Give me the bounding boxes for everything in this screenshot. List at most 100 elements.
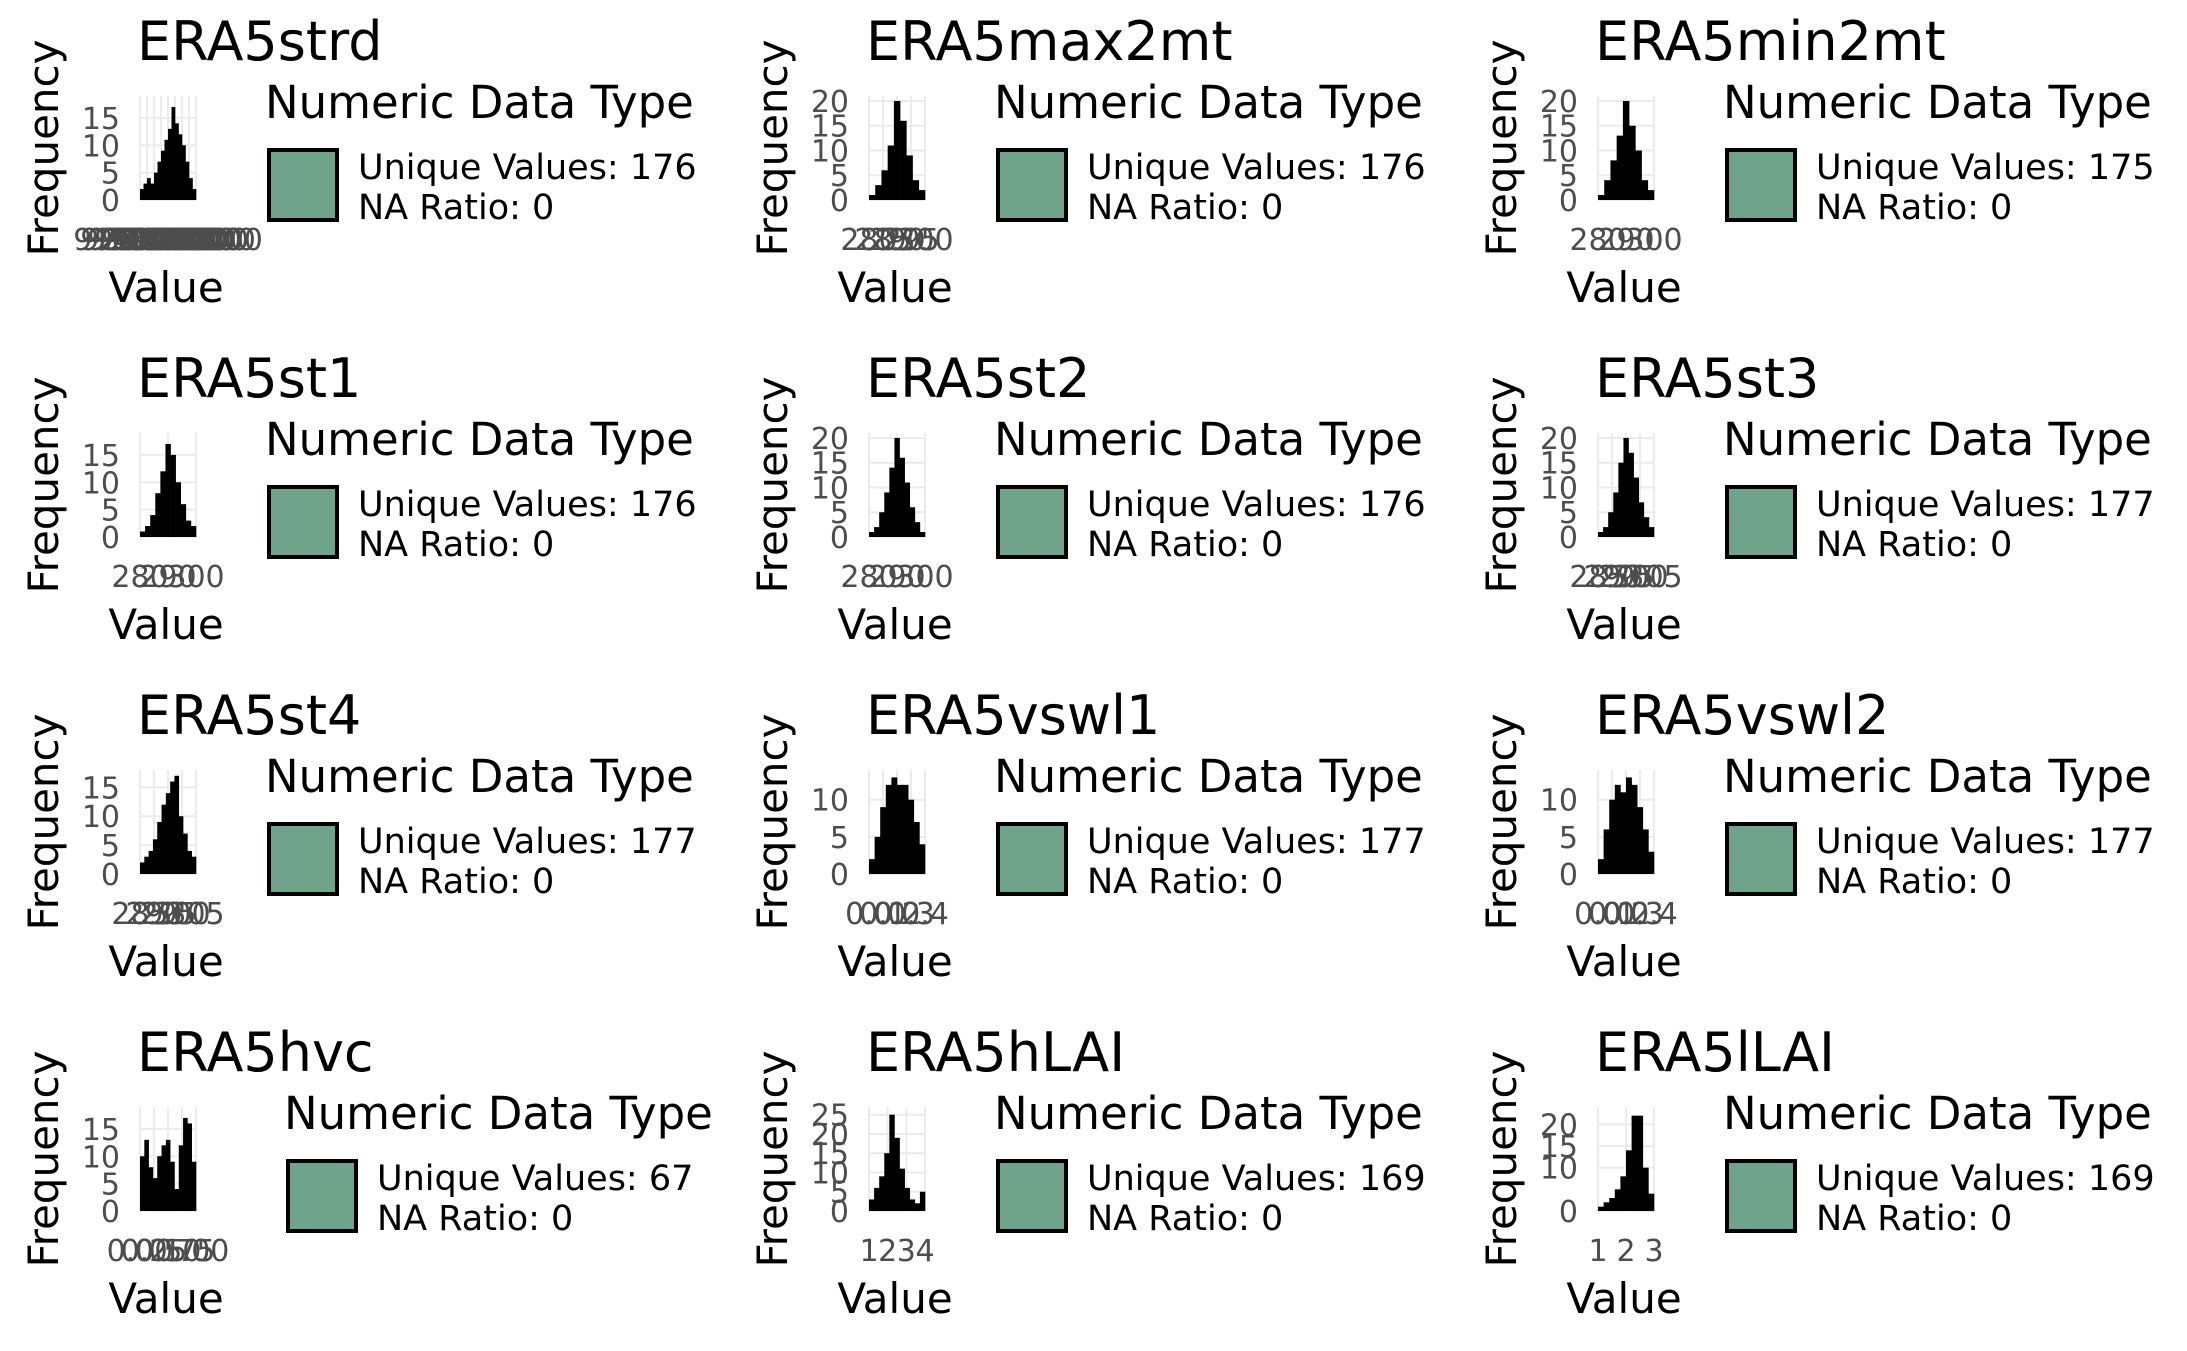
y-tick-label: 10 [811,471,849,506]
histogram-bar [140,862,145,874]
y-tick-label: 0 [101,521,120,556]
legend-title: Numeric Data Type [1723,750,2152,803]
legend: Numeric Data Type Unique Values: 176 NA Ra… [265,66,725,228]
legend-na-ratio: NA Ratio: 0 [1816,525,2013,565]
histogram-bar [906,155,913,200]
legend-unique-values: Unique Values: 177 [1087,822,1426,862]
histogram-bar [1631,1115,1638,1211]
histogram-bar [150,183,155,200]
x-tick-label: 0.75 [149,1234,216,1269]
legend-unique-values: Unique Values: 177 [1816,485,2155,525]
histogram-panel-ERA5lLAI: ERA5lLAI Frequency Value 0 10 15 20 1 2 3 Numeric … [1458,1011,2187,1348]
legend-unique-values: Unique Values: 175 [1816,148,2155,188]
y-axis-label: Frequency [1477,377,1526,594]
histogram-bar [1648,851,1655,874]
y-tick-label: 10 [82,1140,120,1175]
legend-unique-values: Unique Values: 177 [358,822,697,862]
y-tick-label: 0 [101,184,120,219]
y-tick-label: 10 [811,784,849,819]
histogram-bar [175,123,179,200]
y-tick-label: 15 [811,110,849,145]
histogram-bar [192,189,197,200]
histogram-panel-ERA5st3: ERA5st3 Frequency Value 0 5 10 15 20 285 290 295 30… [1458,337,2187,674]
histogram-panel-ERA5st2: ERA5st2 Frequency Value 0 5 10 15 20 280 290 300 Nu… [729,337,1458,674]
y-tick-label: 5 [101,1168,120,1203]
legend-na-ratio: NA Ratio: 0 [358,862,555,902]
legend-swatch [996,1159,1068,1233]
x-tick-label: 9500000 [101,223,235,258]
x-tick-label: 0.3 [1616,897,1664,932]
legend-title: Numeric Data Type [265,413,694,466]
histogram-bar [178,816,184,874]
histogram-bar [1626,777,1632,874]
y-axis-label: Frequency [748,1051,797,1268]
y-tick-label: 15 [1540,1130,1578,1165]
legend-swatch [996,148,1068,222]
y-tick-label: 5 [830,1176,849,1211]
histogram-bar [1641,180,1649,200]
x-tick-label: 300 [1611,560,1668,595]
histogram-bar [1626,1150,1632,1211]
legend-na-ratio: NA Ratio: 0 [358,525,555,565]
histogram-panel-ERA5strd: ERA5strd Frequency Value 0 5 10 15 9100000 92000… [0,0,729,337]
histogram-bar [1616,135,1624,200]
panel-title: ERA5min2mt [1595,10,1946,73]
y-axis-label: Frequency [748,377,797,594]
legend: Numeric Data Type Unique Values: 176 NA Ra… [994,66,1454,228]
histogram-bar [900,120,907,200]
histogram-bar [912,180,920,200]
histogram-bar [875,185,882,200]
legend-title: Numeric Data Type [265,750,694,803]
histogram-bar [161,804,167,874]
histogram-panel-ERA5max2mt: ERA5max2mt Frequency Value 0 5 10 15 20 280 285 29… [729,0,1458,337]
y-axis-label: Frequency [748,40,797,257]
histogram-bar [869,532,875,537]
legend: Numeric Data Type Unique Values: 175 NA Ra… [1723,66,2183,228]
histogram-bar [144,856,149,874]
histogram-panel-ERA5st1: ERA5st1 Frequency Value 0 5 10 15 280 290 300 Nume… [0,337,729,674]
histogram-bar [185,161,190,200]
legend-swatch [267,822,339,896]
histogram-bar [1648,1193,1655,1211]
y-tick-label: 20 [1540,1108,1578,1143]
legend-title: Numeric Data Type [265,76,694,129]
legend-unique-values: Unique Values: 176 [1087,485,1426,525]
y-tick-label: 5 [1559,496,1578,531]
histogram-bar [152,1178,158,1211]
x-axis-label: Value [1566,263,1681,312]
legend-na-ratio: NA Ratio: 0 [1087,525,1284,565]
histogram-bar [1622,100,1630,200]
legend-unique-values: Unique Values: 169 [1087,1159,1426,1199]
legend: Numeric Data Type Unique Values: 169 NA Ra… [994,1077,1454,1239]
y-axis-label: Frequency [19,40,68,257]
y-axis-label: Frequency [1477,1051,1526,1268]
histogram-bar [874,527,880,537]
x-tick-label: 0.4 [901,897,949,932]
legend: Numeric Data Type Unique Values: 177 NA Ra… [994,740,1454,902]
histogram-bar [164,139,169,200]
histogram-bar [1609,799,1616,874]
histogram-bar [909,1199,916,1211]
histogram-panel-ERA5st4: ERA5st4 Frequency Value 0 5 10 15 285 290 295 300 3… [0,674,729,1011]
histogram-bar [1604,180,1611,200]
x-axis-label: Value [108,1274,223,1323]
histogram-bar [140,189,144,200]
legend-title: Numeric Data Type [1723,1087,2152,1140]
y-tick-label: 10 [82,466,120,501]
histogram-bar [1648,527,1655,537]
panel-title: ERA5vswl1 [866,684,1160,747]
x-tick-label: 9800000 [122,223,256,258]
histogram-bar [904,1187,911,1211]
legend-title: Numeric Data Type [994,750,1423,803]
legend-swatch [996,485,1068,559]
x-tick-label: 305 [1625,560,1682,595]
x-tick-label: 300 [167,560,224,595]
histogram-bar [157,822,162,874]
histogram-bar [894,437,900,537]
histogram-bar [157,161,162,200]
histogram-bar [880,807,887,874]
x-tick-label: 9900000 [129,223,263,258]
x-tick-label: 3 [1644,1234,1663,1269]
